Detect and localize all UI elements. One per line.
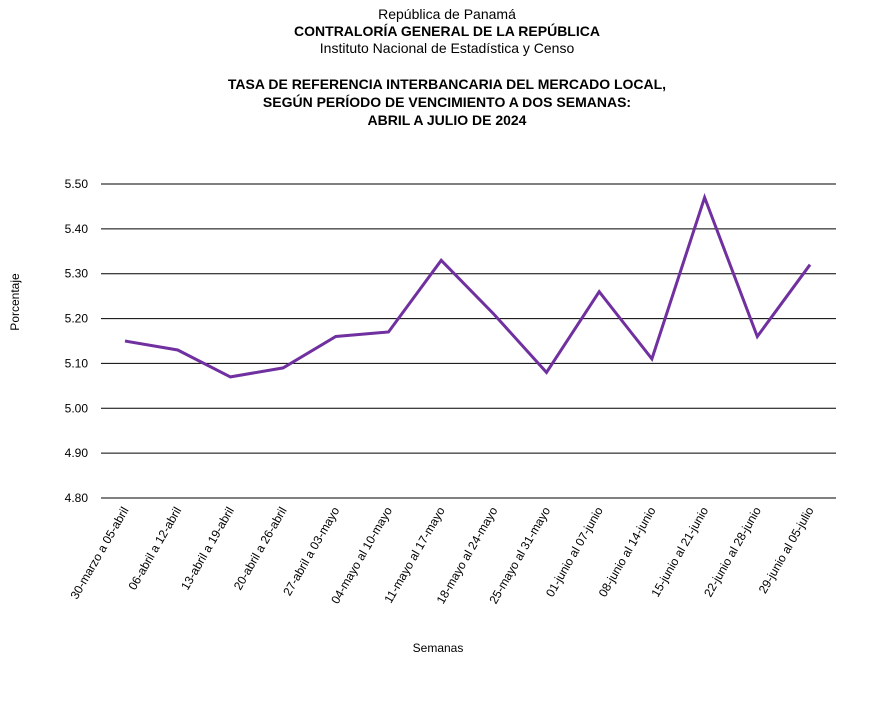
x-tick-label: 08-junio al 14-junio [596,504,659,599]
series-line [124,192,812,379]
y-tick-label: 5.20 [65,312,89,326]
chart-title-line-1: TASA DE REFERENCIA INTERBANCARIA DEL MER… [227,76,667,92]
y-tick-label: 4.90 [65,446,89,460]
x-tick-label: 06-abril a 12-abril [125,505,184,593]
y-axis-title: Porcentaje [8,273,22,331]
x-axis-title: Semanas [413,641,464,655]
y-tick-label: 5.10 [65,356,89,370]
x-tick-label: 13-abril a 19-abril [178,505,237,593]
header-institute: Instituto Nacional de Estadística y Cens… [319,40,575,56]
chart-title-line-3: ABRIL A JULIO DE 2024 [367,112,527,128]
x-tick-label: 20-abril a 26-abril [231,505,290,593]
y-axis-tick-labels: 5.50 5.40 5.30 5.20 5.10 5.00 4.90 4.80 [65,177,89,505]
x-tick-label: 29-junio al 05-julio [756,504,817,596]
y-tick-label: 4.80 [65,491,89,505]
chart-title-line-2: SEGÚN PERÍODO DE VENCIMIENTO A DOS SEMAN… [262,94,632,110]
x-tick-label: 30-marzo a 05-abril [67,505,131,602]
y-tick-label: 5.50 [65,177,89,191]
x-tick-label: 22-junio al 28-junio [701,504,764,599]
header-contraloria: CONTRALORÍA GENERAL DE LA REPÚBLICA [294,23,600,39]
y-tick-label: 5.40 [65,222,89,236]
x-tick-label: 01-junio al 07-junio [543,504,606,599]
y-tick-label: 5.30 [65,267,89,281]
x-tick-label: 27-abril a 03-mayo [280,504,342,598]
header-republic: República de Panamá [378,6,516,22]
gridlines [101,183,836,499]
x-tick-label: 15-junio al 21-junio [648,504,711,599]
series-line-layer [124,192,812,379]
y-tick-label: 5.00 [65,401,89,415]
